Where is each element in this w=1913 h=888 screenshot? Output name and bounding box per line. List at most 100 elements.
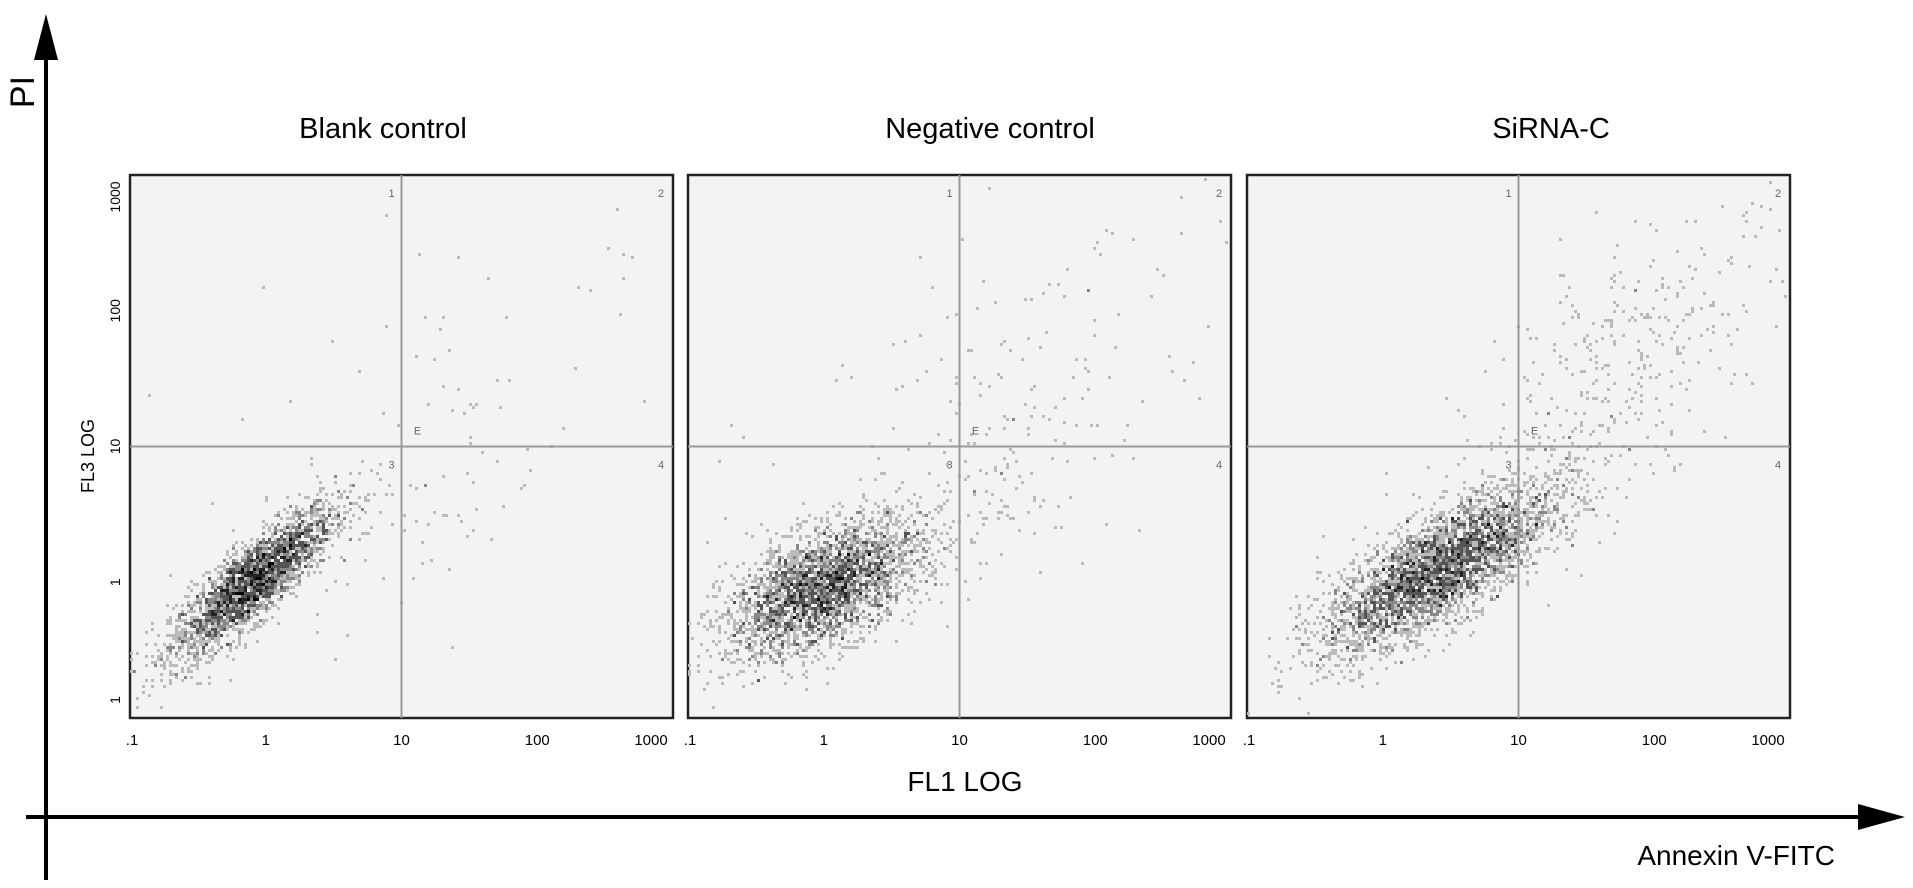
data-point <box>778 634 781 637</box>
data-point <box>847 553 850 556</box>
data-point <box>1433 556 1436 559</box>
data-point <box>838 547 841 550</box>
data-point <box>1475 592 1478 595</box>
data-point <box>1442 547 1445 550</box>
data-point <box>871 511 874 514</box>
data-point <box>1607 430 1610 433</box>
data-point <box>1574 310 1577 313</box>
data-point <box>1502 565 1505 568</box>
data-point <box>187 622 190 625</box>
data-point <box>292 556 295 559</box>
data-point <box>817 562 820 565</box>
data-point <box>883 472 886 475</box>
data-point <box>1454 580 1457 583</box>
data-point <box>1400 541 1403 544</box>
data-point <box>907 613 910 616</box>
data-point <box>1526 559 1529 562</box>
data-point <box>805 649 808 652</box>
data-point <box>1685 220 1688 223</box>
data-point <box>745 628 748 631</box>
data-point <box>808 619 811 622</box>
data-point <box>298 514 301 517</box>
data-point <box>916 589 919 592</box>
data-point <box>1535 538 1538 541</box>
data-point <box>226 655 229 658</box>
data-point <box>1466 559 1469 562</box>
data-point <box>817 613 820 616</box>
data-point <box>889 517 892 520</box>
data-point <box>859 511 862 514</box>
data-point <box>1409 538 1412 541</box>
data-point <box>274 565 277 568</box>
data-point <box>862 523 865 526</box>
data-point <box>313 505 316 508</box>
data-point <box>439 328 442 331</box>
data-point <box>751 655 754 658</box>
data-point <box>1493 553 1496 556</box>
data-point <box>859 601 862 604</box>
data-point <box>1478 499 1481 502</box>
data-point <box>820 592 823 595</box>
data-point <box>1415 538 1418 541</box>
data-point <box>1613 301 1616 304</box>
data-point <box>334 658 337 661</box>
data-point <box>271 586 274 589</box>
data-point <box>1042 499 1045 502</box>
data-point <box>1409 571 1412 574</box>
data-point <box>1430 595 1433 598</box>
data-point <box>307 544 310 547</box>
data-point <box>943 490 946 493</box>
data-point <box>1397 547 1400 550</box>
data-point <box>895 532 898 535</box>
data-point <box>1460 559 1463 562</box>
data-point <box>970 538 973 541</box>
data-point <box>334 508 337 511</box>
data-point <box>1439 550 1442 553</box>
data-point <box>1006 514 1009 517</box>
data-point <box>913 589 916 592</box>
data-point <box>1451 538 1454 541</box>
data-point <box>769 646 772 649</box>
data-point <box>1436 547 1439 550</box>
data-point <box>1769 181 1772 184</box>
data-point <box>775 613 778 616</box>
data-point <box>232 559 235 562</box>
data-point <box>199 598 202 601</box>
data-point <box>1493 586 1496 589</box>
data-point <box>835 544 838 547</box>
data-point <box>1505 451 1508 454</box>
data-point <box>844 601 847 604</box>
data-point <box>862 571 865 574</box>
data-point <box>190 664 193 667</box>
data-point <box>211 604 214 607</box>
data-point <box>778 604 781 607</box>
data-point <box>178 634 181 637</box>
data-point <box>1409 517 1412 520</box>
data-point <box>1460 523 1463 526</box>
data-point <box>1057 505 1060 508</box>
data-point <box>832 556 835 559</box>
data-point <box>367 493 370 496</box>
data-point <box>301 553 304 556</box>
data-point <box>1544 505 1547 508</box>
data-point <box>820 565 823 568</box>
data-point <box>1439 496 1442 499</box>
data-point <box>1418 592 1421 595</box>
data-point <box>175 655 178 658</box>
data-point <box>328 532 331 535</box>
data-point <box>1430 577 1433 580</box>
data-point <box>964 580 967 583</box>
data-point <box>223 610 226 613</box>
data-point <box>1391 583 1394 586</box>
data-point <box>205 625 208 628</box>
data-point <box>814 586 817 589</box>
data-point <box>1457 586 1460 589</box>
data-point <box>307 565 310 568</box>
data-point <box>1472 541 1475 544</box>
data-point <box>241 586 244 589</box>
data-point <box>871 529 874 532</box>
data-point <box>1418 565 1421 568</box>
data-point <box>811 577 814 580</box>
data-point <box>1607 460 1610 463</box>
data-point <box>226 634 229 637</box>
